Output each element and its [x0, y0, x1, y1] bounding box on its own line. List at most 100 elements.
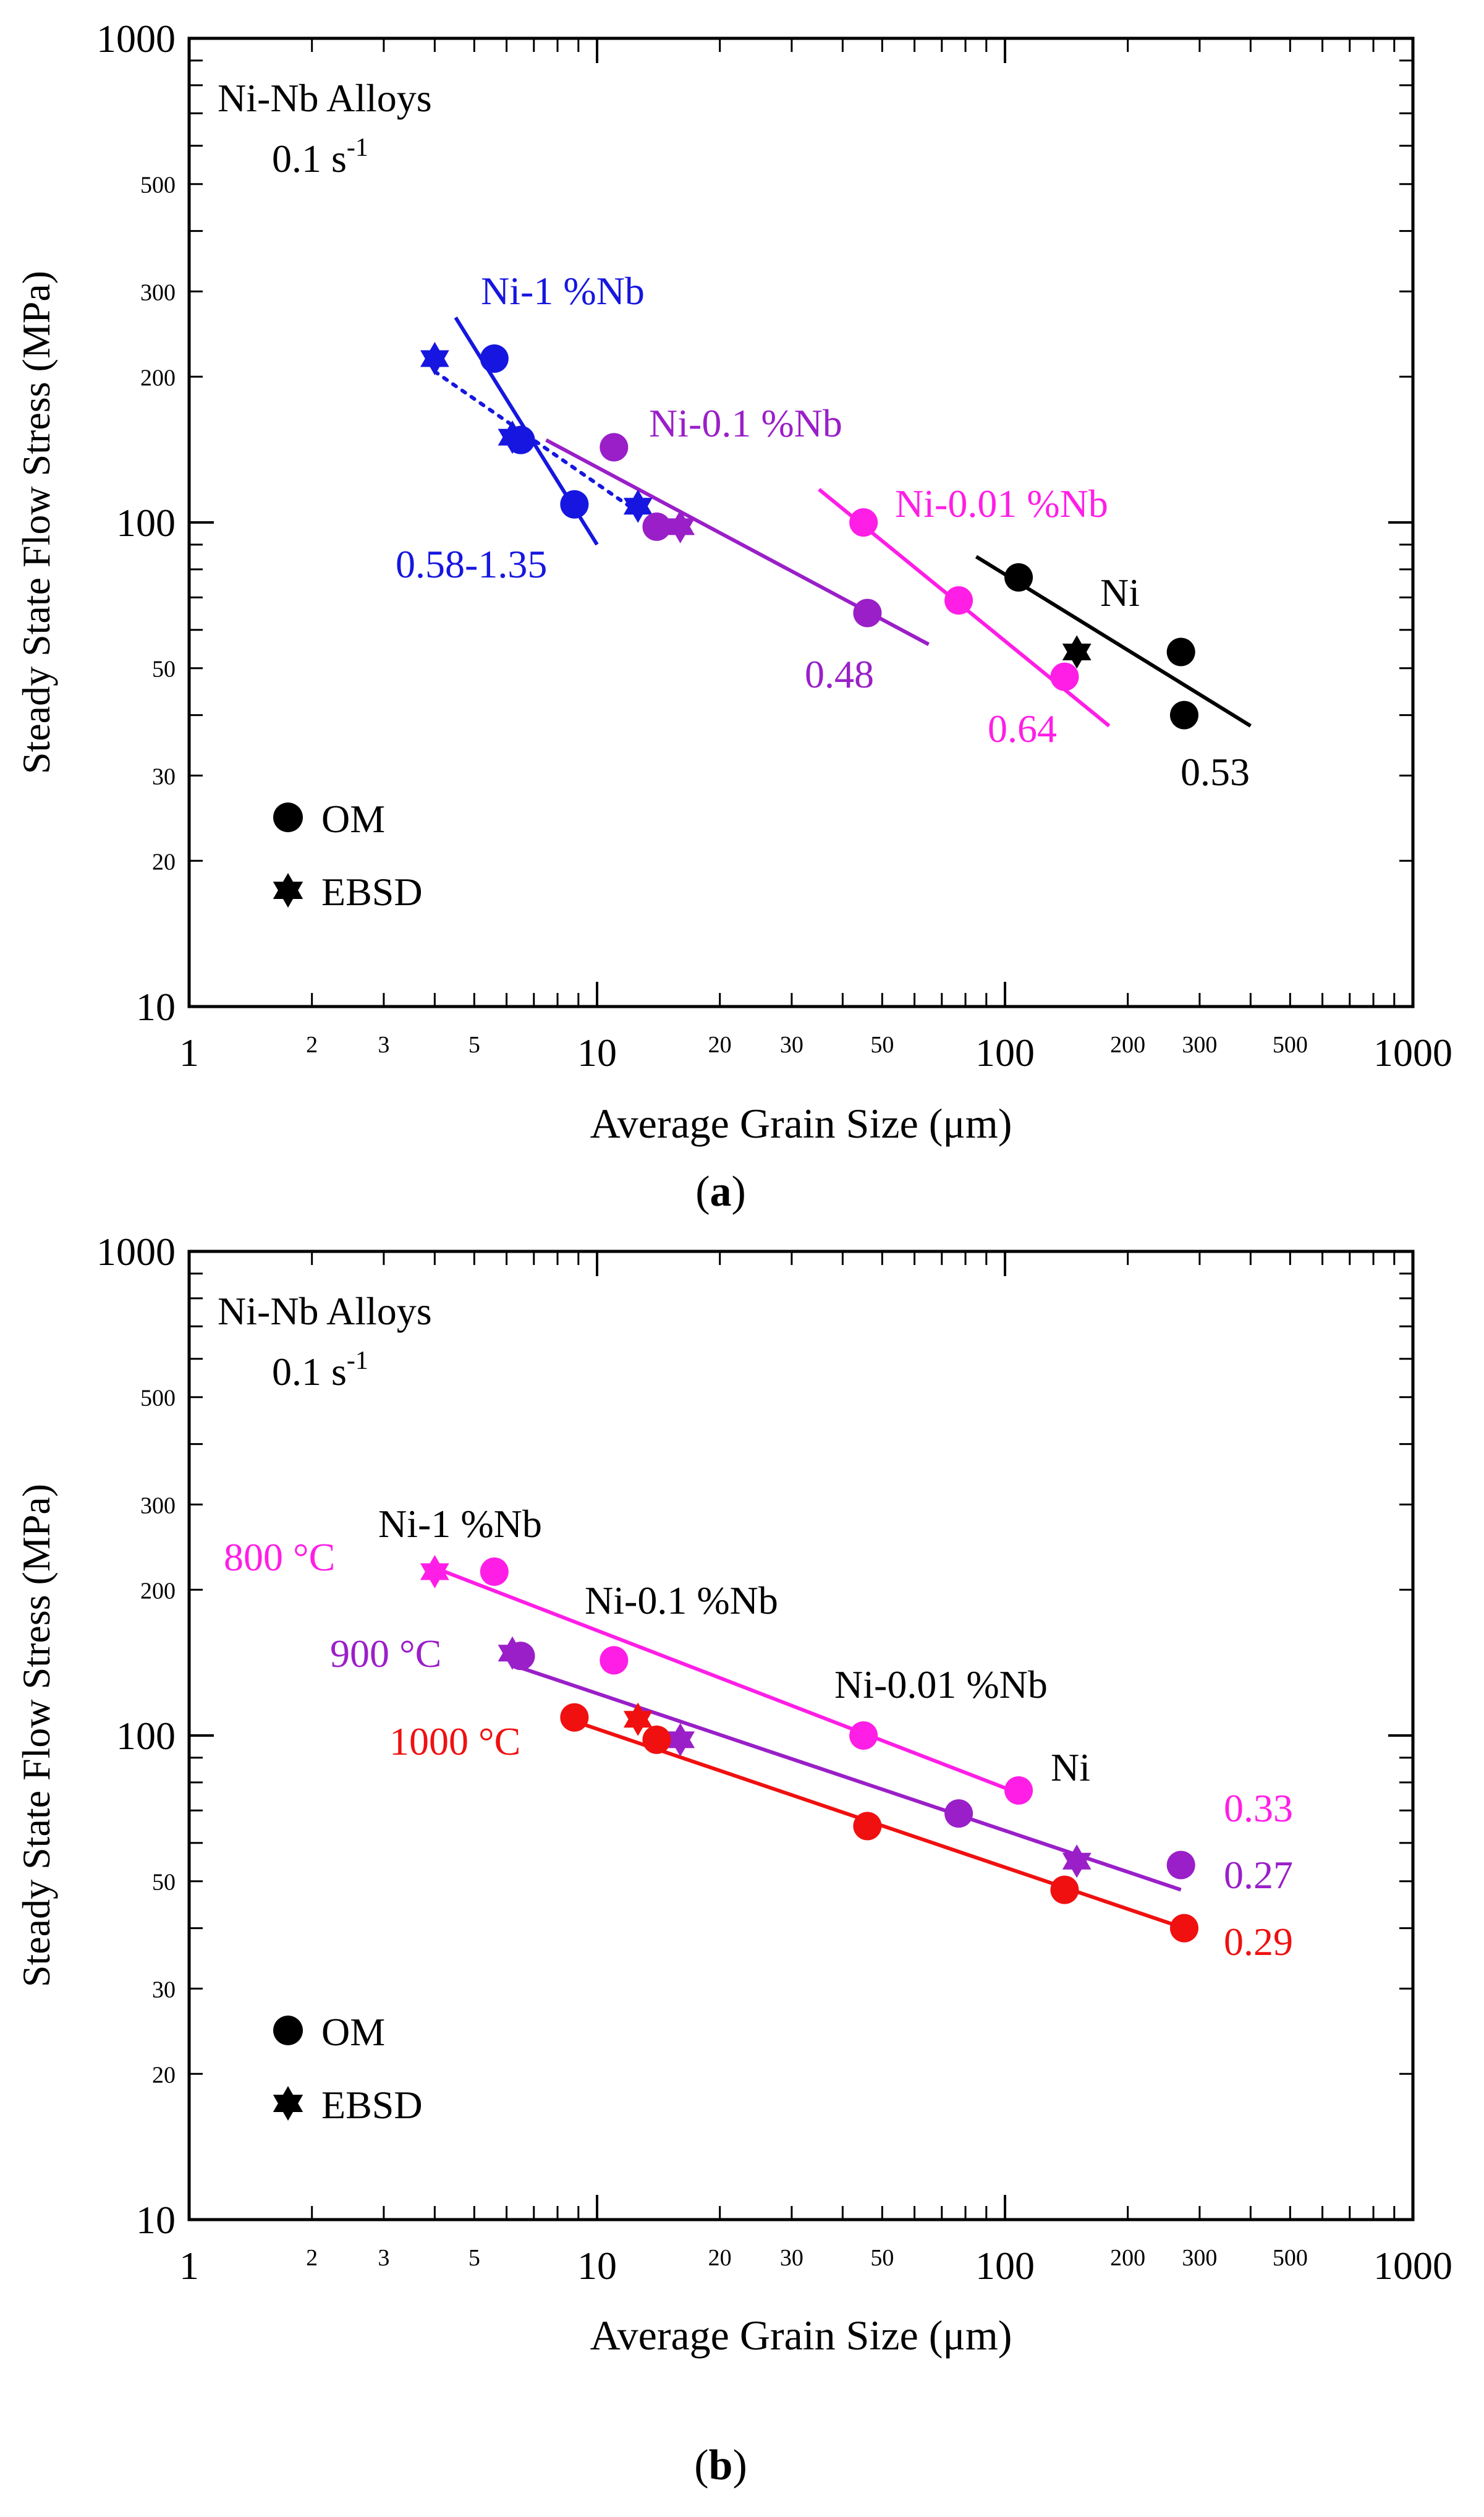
om-point-1000-c — [1169, 1914, 1198, 1943]
om-point-1000-c — [560, 1703, 589, 1732]
exponent-label-ni01-a: 0.48 — [805, 652, 874, 696]
x-minor-tick-label: 500 — [1273, 2245, 1308, 2271]
om-point-ni-1-nb — [560, 490, 589, 519]
ebsd-point-ni — [1062, 635, 1092, 669]
om-point-800-c — [1004, 1776, 1033, 1805]
temp-label-800-b: 800 °C — [224, 1535, 335, 1579]
y-minor-ticks-a — [189, 59, 1413, 862]
legend-ebsd-label-b: EBSD — [321, 2083, 423, 2127]
ebsd-point-800-c — [420, 1555, 449, 1588]
y-minor-tick-label: 500 — [140, 172, 176, 198]
series-label-ni-a: Ni — [1100, 571, 1140, 615]
x-minor-tick-label: 5 — [469, 2245, 480, 2271]
panel-label-b: (b) — [694, 2442, 747, 2489]
x-tick-labels-a: 1 10 100 1000 2 3 5 20 30 50 200 300 500 — [179, 1031, 1452, 1075]
fit-line-ebsd-ni-1-nb — [433, 369, 640, 514]
om-point-ni-0-01-nb — [944, 586, 973, 615]
inset-title-b: Ni-Nb Alloys — [218, 1289, 432, 1333]
om-point-1000-c — [853, 1812, 882, 1841]
ebsd-point-900-c — [666, 1723, 695, 1757]
y-minor-tick-label: 20 — [152, 849, 176, 875]
x-minor-tick-label: 300 — [1182, 2245, 1217, 2271]
x-minor-tick-label: 20 — [708, 2245, 732, 2271]
y-minor-tick-label: 200 — [140, 1578, 176, 1604]
rate-label-b: 0.1 s-1 — [272, 1347, 368, 1394]
om-point-ni — [1169, 701, 1198, 730]
x-minor-tick-label: 300 — [1182, 1032, 1217, 1058]
x-major-tick-label: 10 — [577, 1031, 617, 1075]
markers-a — [420, 342, 1198, 730]
x-axis-label-b: Average Grain Size (μm) — [590, 2312, 1012, 2359]
x-major-ticks-a — [188, 38, 1414, 1007]
om-point-800-c — [849, 1721, 878, 1750]
ebsd-point-1000-c — [623, 1702, 653, 1736]
legend-om-marker-b — [273, 2016, 303, 2045]
x-minor-tick-label: 50 — [870, 1032, 894, 1058]
om-point-800-c — [480, 1557, 509, 1586]
legend-ebsd-marker-b — [273, 2086, 303, 2121]
om-point-1000-c — [1050, 1875, 1079, 1904]
y-minor-tick-label: 500 — [140, 1386, 176, 1412]
x-minor-tick-label: 200 — [1110, 1032, 1145, 1058]
om-point-ni-0-1-nb — [600, 433, 629, 462]
y-major-tick-label: 10 — [136, 985, 176, 1029]
x-minor-ticks-a — [311, 38, 1396, 1007]
om-point-900-c — [1166, 1850, 1195, 1880]
y-major-tick-label: 10 — [136, 2198, 176, 2242]
x-minor-ticks-b — [311, 1251, 1396, 2220]
fit-line-900-c — [520, 1666, 1182, 1892]
x-major-tick-label: 100 — [975, 2244, 1035, 2288]
panel-letter-a: a — [710, 1168, 732, 1216]
y-major-tick-label: 100 — [116, 1714, 176, 1758]
material-label-ni01-b: Ni-0.1 %Nb — [585, 1578, 778, 1622]
series-label-ni1-a: Ni-1 %Nb — [481, 269, 645, 313]
exponent-label-800-b: 0.33 — [1224, 1786, 1293, 1830]
y-tick-labels-a: 10 100 1000 20 30 50 200 300 500 — [96, 17, 176, 1029]
legend-om-label-a: OM — [321, 797, 385, 841]
exponent-label-1000-b: 0.29 — [1224, 1920, 1293, 1964]
rate-label-a: 0.1 s-1 — [272, 134, 368, 181]
inset-title-a: Ni-Nb Alloys — [218, 76, 432, 120]
plot-frame-a — [187, 36, 1415, 1008]
om-point-ni-0-01-nb — [1050, 662, 1079, 691]
x-major-tick-label: 100 — [975, 1031, 1035, 1075]
legend-om-label-b: OM — [321, 2010, 385, 2054]
exponent-label-ni001-a: 0.64 — [988, 707, 1057, 751]
legend-ebsd-label-a: EBSD — [321, 870, 423, 914]
x-major-tick-label: 1000 — [1373, 1031, 1452, 1075]
x-minor-tick-label: 500 — [1273, 1032, 1308, 1058]
y-major-ticks-a — [189, 37, 1413, 1008]
series-label-ni001-a: Ni-0.01 %Nb — [895, 482, 1108, 526]
y-minor-tick-label: 30 — [152, 764, 176, 790]
plot-frame-b — [187, 1250, 1415, 2221]
x-minor-tick-label: 50 — [870, 2245, 894, 2271]
x-minor-tick-label: 3 — [378, 2245, 389, 2271]
y-axis-label-b: Steady State Flow Stress (MPa) — [14, 1484, 58, 1987]
x-major-tick-label: 1 — [179, 1031, 199, 1075]
y-minor-tick-label: 20 — [152, 2062, 176, 2088]
x-minor-tick-label: 2 — [306, 1032, 318, 1058]
om-point-ni — [1166, 637, 1195, 667]
ebsd-point-900-c — [498, 1636, 527, 1670]
x-minor-tick-label: 30 — [780, 1032, 803, 1058]
series-label-ni01-a: Ni-0.1 %Nb — [649, 401, 842, 445]
exponent-label-ni1-a: 0.58-1.35 — [396, 542, 547, 586]
x-axis-label-a: Average Grain Size (μm) — [590, 1100, 1012, 1147]
legend-ebsd-marker-a — [273, 873, 303, 908]
ebsd-point-ni-1-nb — [420, 342, 449, 375]
x-tick-labels-b: 1 10 100 1000 2 3 5 20 30 50 200 300 500 — [179, 2244, 1452, 2288]
x-major-ticks-b — [188, 1251, 1414, 2220]
ebsd-point-ni-1-nb — [498, 420, 527, 454]
y-minor-tick-label: 50 — [152, 1870, 176, 1896]
om-point-ni-0-1-nb — [642, 512, 671, 541]
y-minor-tick-label: 300 — [140, 1493, 176, 1518]
y-minor-tick-label: 200 — [140, 365, 176, 391]
y-major-tick-label: 1000 — [96, 17, 176, 61]
x-minor-tick-label: 2 — [306, 2245, 318, 2271]
x-minor-tick-label: 30 — [780, 2245, 803, 2271]
x-minor-tick-label: 5 — [469, 1032, 480, 1058]
y-major-tick-label: 1000 — [96, 1230, 176, 1274]
ebsd-point-ni-1-nb — [623, 489, 653, 523]
